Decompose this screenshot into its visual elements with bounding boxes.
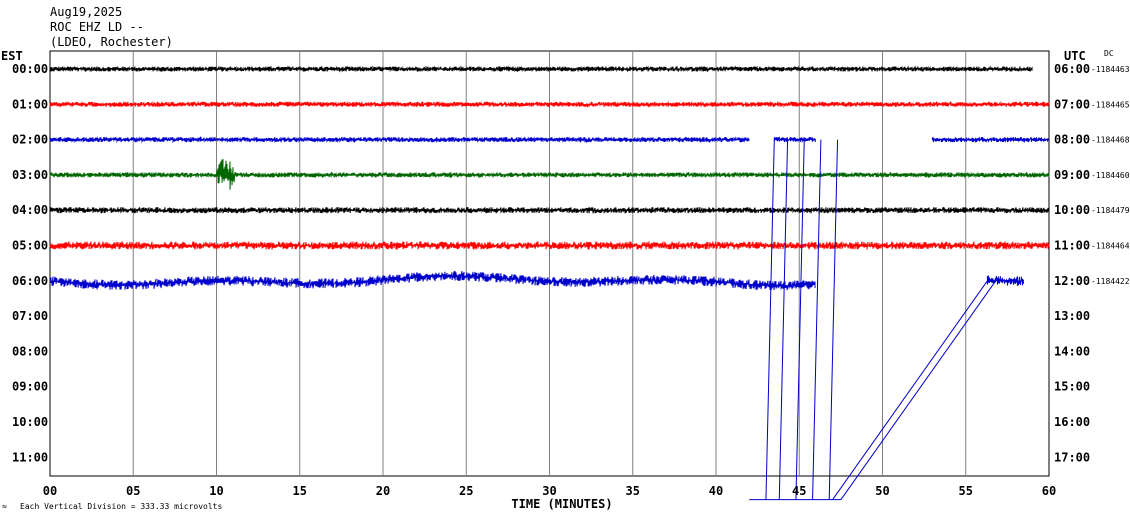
- est-axis-label: EST: [1, 49, 23, 63]
- trace-segment: [986, 275, 1024, 286]
- glitch-lines: [749, 139, 997, 501]
- utc-hour-labels: 06:00 -1184463 07:00 -1184465 08:00 -1184468 0…: [1054, 62, 1130, 464]
- trace-segment: [49, 206, 1050, 214]
- utc-hour-label: 11:00: [1054, 239, 1090, 253]
- x-tick-label: 05: [126, 484, 140, 498]
- dc-offset-label: -1184422: [1091, 277, 1130, 286]
- trace-segment: [931, 136, 1049, 144]
- x-tick-labels: 00 05 10 15 20 25 30 35 40 45 50 55 60: [43, 484, 1056, 498]
- x-tick-label: 40: [709, 484, 723, 498]
- x-axis-title: TIME (MINUTES): [511, 497, 612, 511]
- utc-hour-label: 07:00: [1054, 97, 1090, 111]
- est-hour-label: 08:00: [12, 344, 48, 358]
- dc-offset-label: -1184464: [1091, 242, 1130, 251]
- utc-hour-label: 13:00: [1054, 309, 1090, 323]
- dc-offset-label: -1184460: [1091, 171, 1130, 180]
- trace-segment: [49, 65, 1033, 73]
- utc-axis-label: UTC: [1064, 49, 1086, 63]
- date-label: Aug19,2025: [50, 5, 122, 19]
- utc-hour-label: 15:00: [1054, 380, 1090, 394]
- seismic-traces: [49, 65, 1050, 291]
- est-hour-label: 06:00: [12, 274, 48, 288]
- est-hour-label: 04:00: [12, 203, 48, 217]
- dc-offset-label: -1184468: [1091, 136, 1130, 145]
- x-tick-label: 35: [626, 484, 640, 498]
- logo-mark: ≈: [2, 502, 7, 511]
- dc-offset-label: -1184465: [1091, 100, 1130, 109]
- x-tick-label: 10: [209, 484, 223, 498]
- glitch-line: [812, 139, 822, 500]
- x-tick-label: 20: [376, 484, 390, 498]
- glitch-line: [795, 139, 805, 500]
- station-label: ROC EHZ LD --: [50, 20, 144, 34]
- trace-segment: [773, 135, 816, 144]
- est-hour-labels: 00:00 01:00 02:00 03:00 04:00 05:00 06:00 07:00…: [12, 62, 48, 464]
- x-tick-label: 25: [459, 484, 473, 498]
- network-label: (LDEO, Rochester): [50, 35, 173, 49]
- x-tick-label: 60: [1042, 484, 1056, 498]
- dc-label: DC: [1104, 49, 1114, 58]
- trace-segment: [49, 135, 750, 144]
- est-hour-label: 09:00: [12, 380, 48, 394]
- glitch-line: [828, 139, 839, 500]
- x-tick-label: 15: [293, 484, 307, 498]
- glitch-line: [765, 139, 775, 500]
- est-hour-label: 00:00: [12, 62, 48, 76]
- scale-note: Each Vertical Division = 333.33 microvol…: [20, 502, 222, 511]
- est-hour-label: 05:00: [12, 239, 48, 253]
- x-tick-label: 30: [542, 484, 556, 498]
- est-hour-label: 11:00: [12, 450, 48, 464]
- x-tick-label: 55: [959, 484, 973, 498]
- glitch-line: [840, 280, 997, 500]
- utc-hour-label: 10:00: [1054, 203, 1090, 217]
- x-tick-label: 50: [875, 484, 889, 498]
- utc-hour-label: 12:00: [1054, 274, 1090, 288]
- utc-hour-label: 14:00: [1054, 344, 1090, 358]
- trace-segment: [49, 100, 1050, 109]
- dc-offset-label: -1184479: [1091, 206, 1130, 215]
- glitch-line: [832, 280, 988, 500]
- est-hour-label: 07:00: [12, 309, 48, 323]
- est-hour-label: 10:00: [12, 415, 48, 429]
- est-hour-label: 03:00: [12, 168, 48, 182]
- utc-hour-label: 09:00: [1054, 168, 1090, 182]
- utc-hour-label: 16:00: [1054, 415, 1090, 429]
- utc-hour-label: 17:00: [1054, 450, 1090, 464]
- plot-grid: [49, 50, 1050, 477]
- utc-hour-label: 06:00: [1054, 62, 1090, 76]
- glitch-line: [778, 139, 789, 500]
- est-hour-label: 01:00: [12, 97, 48, 111]
- utc-hour-label: 08:00: [1054, 133, 1090, 147]
- dc-offset-label: -1184463: [1091, 65, 1130, 74]
- est-hour-label: 02:00: [12, 133, 48, 147]
- trace-segment: [49, 159, 1050, 190]
- trace-segment: [49, 241, 1050, 250]
- trace-segment: [49, 270, 816, 291]
- x-tick-label: 00: [43, 484, 57, 498]
- x-tick-label: 45: [792, 484, 806, 498]
